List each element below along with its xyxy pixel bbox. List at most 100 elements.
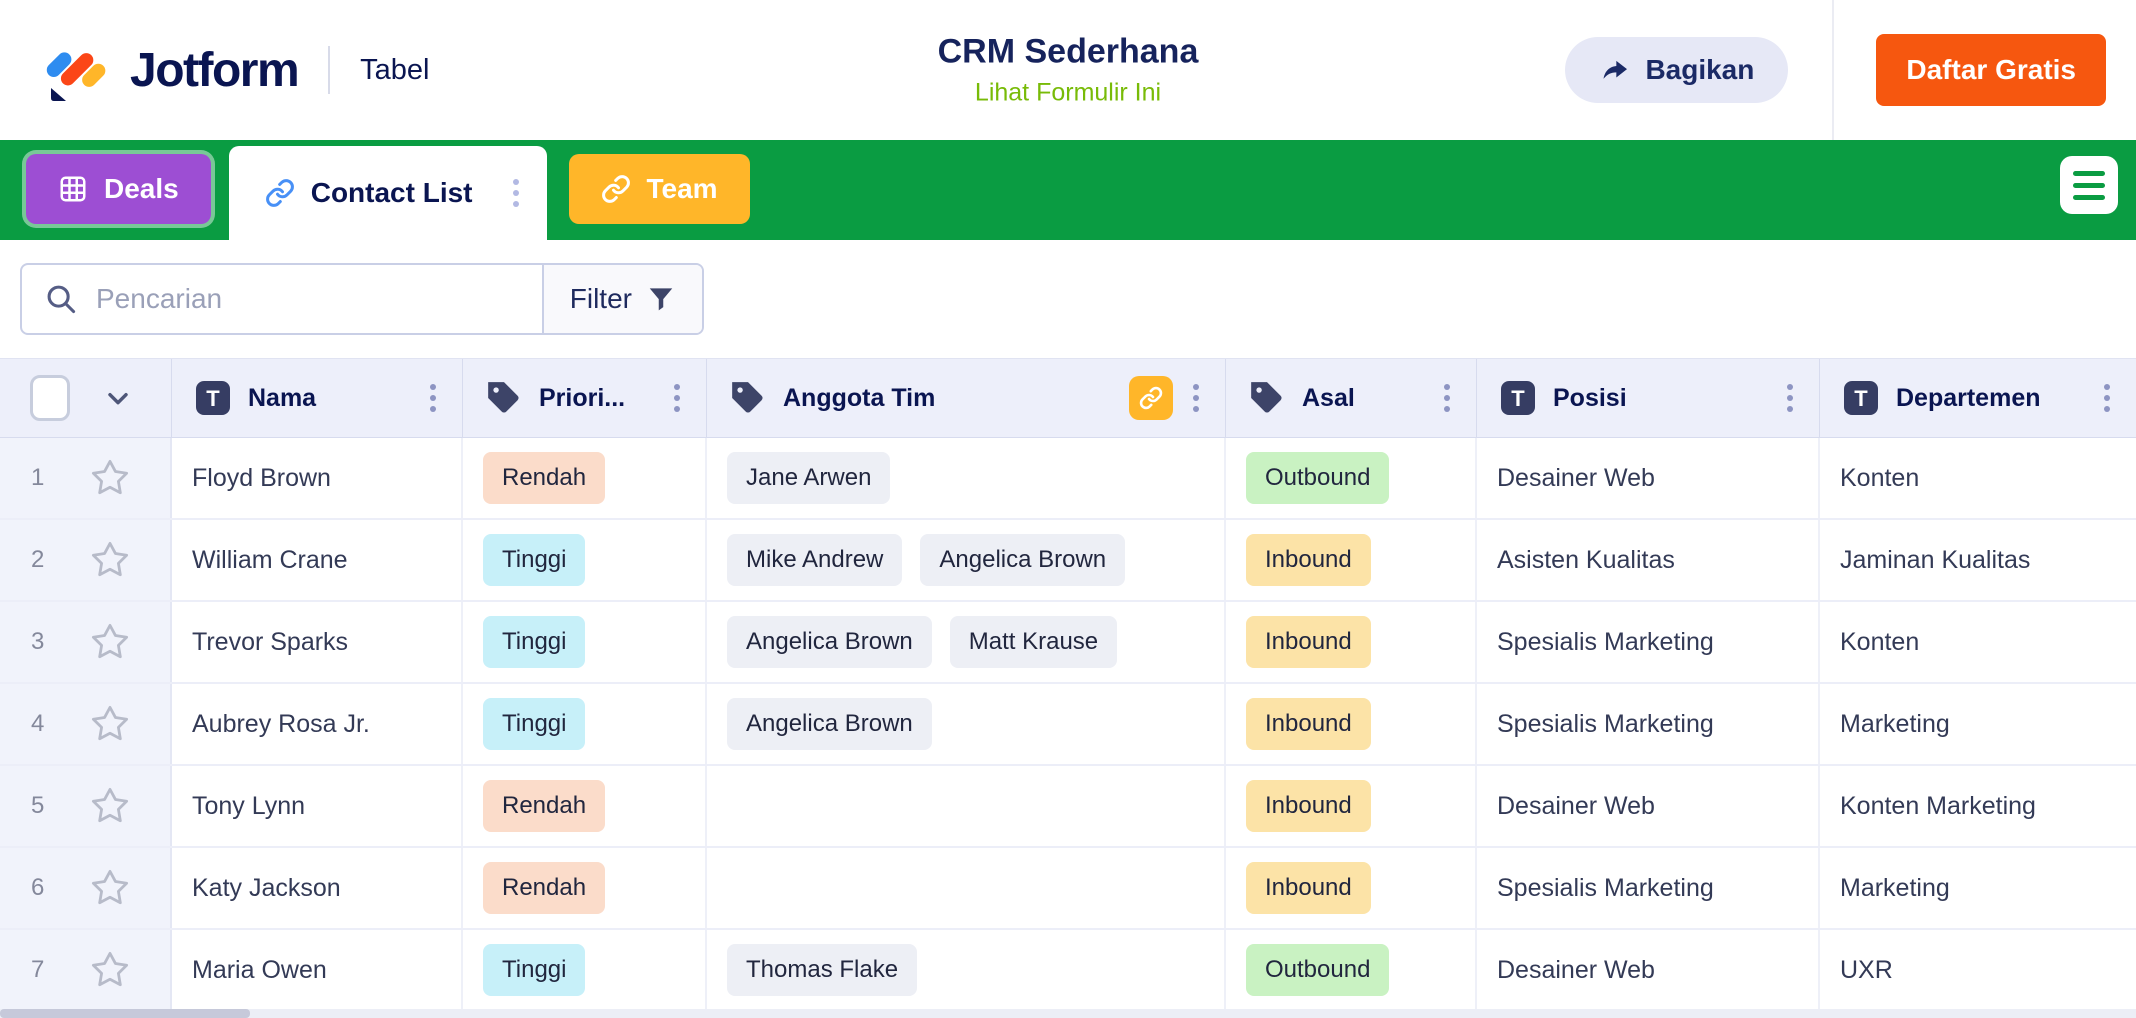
team-member-badge: Angelica Brown — [727, 616, 932, 668]
table-row: 2 William Crane Tinggi Mike Andrew Angeli… — [0, 520, 2136, 602]
column-kebab-icon[interactable] — [1436, 378, 1458, 418]
cell-anggota-tim[interactable]: Jane Arwen — [707, 438, 1226, 518]
column-header-departemen[interactable]: T Departemen — [1820, 359, 2136, 437]
tab-label: Contact List — [310, 177, 473, 208]
row-select-cell[interactable]: 6 — [0, 848, 172, 928]
cell-anggota-tim[interactable]: Angelica Brown — [707, 684, 1226, 764]
table-row: 3 Trevor Sparks Tinggi Angelica Brown Mat… — [0, 602, 2136, 684]
source-badge: Outbound — [1246, 452, 1390, 504]
star-icon[interactable] — [89, 867, 131, 909]
cell-asal[interactable]: Outbound — [1226, 930, 1477, 1010]
search-control: Filter — [20, 263, 704, 335]
cell-departemen[interactable]: Jaminan Kualitas — [1840, 545, 2031, 574]
top-header: Jotform Tabel CRM Sederhana Lihat Formul… — [0, 0, 2136, 140]
sheet-menu-button[interactable] — [2060, 156, 2118, 214]
cell-nama[interactable]: Aubrey Rosa Jr. — [172, 684, 463, 764]
cell-posisi[interactable]: Desainer Web — [1477, 930, 1820, 1010]
cell-departemen[interactable]: UXR — [1840, 955, 1893, 984]
cell-anggota-tim[interactable] — [707, 766, 1226, 846]
source-badge: Inbound — [1246, 780, 1371, 832]
column-kebab-icon[interactable] — [422, 378, 444, 418]
product-name: Tabel — [360, 53, 430, 86]
column-header-posisi[interactable]: T Posisi — [1477, 359, 1820, 437]
cell-prioritas[interactable]: Tinggi — [463, 684, 707, 764]
column-kebab-icon[interactable] — [666, 378, 688, 418]
linked-column-badge[interactable] — [1129, 376, 1173, 420]
column-header-nama[interactable]: T Nama — [172, 359, 463, 437]
cell-asal[interactable]: Inbound — [1226, 602, 1477, 682]
cell-posisi[interactable]: Desainer Web — [1477, 438, 1820, 518]
star-icon[interactable] — [89, 621, 131, 663]
cell-asal[interactable]: Inbound — [1226, 520, 1477, 600]
team-member-badge: Matt Krause — [949, 616, 1118, 668]
cell-departemen[interactable]: Konten — [1840, 627, 1920, 656]
column-kebab-icon[interactable] — [1779, 378, 1801, 418]
column-header-asal[interactable]: Asal — [1226, 359, 1477, 437]
star-icon[interactable] — [89, 539, 131, 581]
cell-nama[interactable]: Floyd Brown — [172, 438, 463, 518]
cell-prioritas[interactable]: Tinggi — [463, 520, 707, 600]
tag-icon — [732, 382, 763, 413]
select-all-checkbox[interactable] — [30, 375, 70, 421]
share-button[interactable]: Bagikan — [1565, 37, 1789, 103]
horizontal-scrollbar[interactable] — [0, 1009, 2136, 1018]
cell-nama[interactable]: Katy Jackson — [172, 848, 463, 928]
signup-button[interactable]: Daftar Gratis — [1876, 34, 2106, 106]
row-select-cell[interactable]: 1 — [0, 438, 172, 518]
search-box[interactable] — [22, 265, 542, 333]
cell-prioritas[interactable]: Rendah — [463, 848, 707, 928]
svg-text:T: T — [1854, 386, 1868, 411]
cell-posisi[interactable]: Spesialis Marketing — [1477, 684, 1820, 764]
view-form-link[interactable]: Lihat Formulir Ini — [974, 78, 1162, 107]
row-select-cell[interactable]: 7 — [0, 930, 172, 1010]
cell-anggota-tim[interactable] — [707, 848, 1226, 928]
cell-prioritas[interactable]: Rendah — [463, 766, 707, 846]
cell-nama[interactable]: Trevor Sparks — [172, 602, 463, 682]
cell-posisi[interactable]: Asisten Kualitas — [1477, 520, 1820, 600]
tab-team[interactable]: Team — [568, 154, 750, 224]
row-select-cell[interactable]: 3 — [0, 602, 172, 682]
filter-button[interactable]: Filter — [541, 265, 702, 333]
cell-departemen[interactable]: Konten — [1840, 463, 1920, 492]
cell-posisi[interactable]: Spesialis Marketing — [1477, 848, 1820, 928]
cell-asal[interactable]: Inbound — [1226, 684, 1477, 764]
column-kebab-icon[interactable] — [2096, 378, 2118, 418]
tab-label: Deals — [104, 173, 179, 204]
star-icon[interactable] — [89, 785, 131, 827]
chevron-down-icon[interactable] — [102, 382, 134, 414]
cell-nama[interactable]: William Crane — [172, 520, 463, 600]
cell-anggota-tim[interactable]: Thomas Flake — [707, 930, 1226, 1010]
column-kebab-icon[interactable] — [1185, 378, 1207, 418]
tab-contact-list[interactable]: Contact List — [228, 146, 547, 240]
logo[interactable]: Jotform — [42, 37, 300, 103]
cell-asal[interactable]: Inbound — [1226, 766, 1477, 846]
cell-nama[interactable]: Maria Owen — [172, 930, 463, 1010]
cell-asal[interactable]: Outbound — [1226, 438, 1477, 518]
row-select-cell[interactable]: 4 — [0, 684, 172, 764]
star-icon[interactable] — [89, 949, 131, 991]
cell-posisi[interactable]: Desainer Web — [1477, 766, 1820, 846]
cell-prioritas[interactable]: Tinggi — [463, 602, 707, 682]
row-select-cell[interactable]: 5 — [0, 766, 172, 846]
cell-departemen[interactable]: Marketing — [1840, 873, 1950, 902]
row-select-cell[interactable]: 2 — [0, 520, 172, 600]
cell-departemen[interactable]: Konten Marketing — [1840, 791, 2036, 820]
search-input[interactable] — [96, 283, 520, 315]
source-badge: Inbound — [1246, 616, 1371, 668]
cell-anggota-tim[interactable]: Mike Andrew Angelica Brown — [707, 520, 1226, 600]
title-block: CRM Sederhana Lihat Formulir Ini — [938, 33, 1199, 108]
column-header-prioritas[interactable]: Priori... — [463, 359, 707, 437]
cell-departemen[interactable]: Marketing — [1840, 709, 1950, 738]
tab-deals[interactable]: Deals — [26, 154, 211, 224]
star-icon[interactable] — [89, 703, 131, 745]
cell-prioritas[interactable]: Rendah — [463, 438, 707, 518]
column-header-anggota-tim[interactable]: Anggota Tim — [707, 359, 1226, 437]
cell-prioritas[interactable]: Tinggi — [463, 930, 707, 1010]
tab-menu-kebab-icon[interactable] — [505, 173, 527, 213]
scrollbar-thumb[interactable] — [0, 1009, 250, 1018]
cell-nama[interactable]: Tony Lynn — [172, 766, 463, 846]
cell-asal[interactable]: Inbound — [1226, 848, 1477, 928]
star-icon[interactable] — [89, 457, 131, 499]
cell-posisi[interactable]: Spesialis Marketing — [1477, 602, 1820, 682]
cell-anggota-tim[interactable]: Angelica Brown Matt Krause — [707, 602, 1226, 682]
